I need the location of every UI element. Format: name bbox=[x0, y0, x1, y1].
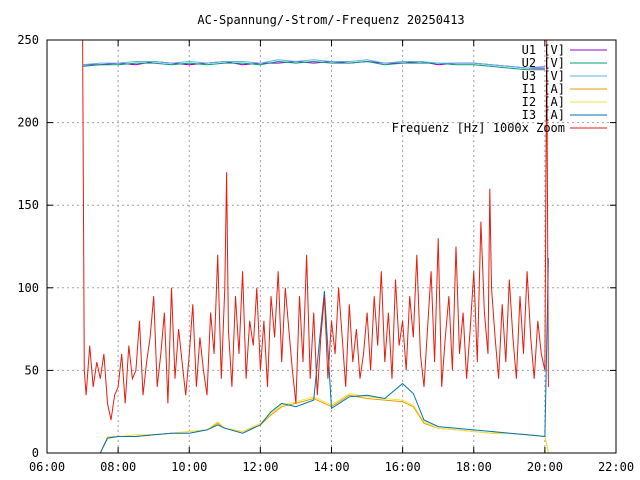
legend-label-6: I3 [A] bbox=[522, 108, 565, 122]
legend-label-1: U1 [V] bbox=[522, 43, 565, 57]
y-tick-label: 250 bbox=[17, 33, 39, 47]
y-tick-label: 0 bbox=[32, 446, 39, 460]
x-tick-label: 06:00 bbox=[29, 460, 65, 474]
legend: U1 [V]U2 [V]U3 [V]I1 [A]I2 [A]I3 [A]Freq… bbox=[392, 43, 607, 135]
y-tick-label: 100 bbox=[17, 281, 39, 295]
series-group bbox=[82, 39, 549, 454]
legend-label-5: I2 [A] bbox=[522, 95, 565, 109]
y-tick-label: 150 bbox=[17, 198, 39, 212]
x-tick-label: 18:00 bbox=[456, 460, 492, 474]
x-tick-label: 20:00 bbox=[527, 460, 563, 474]
chart-title: AC-Spannung/-Strom/-Frequenz 20250413 bbox=[197, 13, 464, 27]
legend-label-3: U3 [V] bbox=[522, 69, 565, 83]
legend-label-2: U2 [V] bbox=[522, 56, 565, 70]
series-line-2 bbox=[82, 60, 545, 71]
y-tick-label: 50 bbox=[25, 363, 39, 377]
y-tick-label: 200 bbox=[17, 116, 39, 130]
grid bbox=[47, 40, 616, 453]
legend-label-4: I1 [A] bbox=[522, 82, 565, 96]
x-tick-label: 16:00 bbox=[385, 460, 421, 474]
series-line-3 bbox=[82, 59, 545, 69]
x-tick-label: 22:00 bbox=[598, 460, 634, 474]
tick-labels: 06:00 08:00 10:00 12:00 14:00 16:00 18:00 20:00… bbox=[17, 33, 634, 474]
series-line-4 bbox=[99, 394, 549, 454]
x-tick-label: 12:00 bbox=[242, 460, 278, 474]
legend-label-7: Frequenz [Hz] 1000x Zoom bbox=[392, 121, 565, 135]
series-line-6 bbox=[99, 258, 549, 454]
x-tick-label: 14:00 bbox=[313, 460, 349, 474]
x-tick-label: 08:00 bbox=[100, 460, 136, 474]
series-line-7 bbox=[82, 39, 549, 421]
x-tick-label: 10:00 bbox=[171, 460, 207, 474]
